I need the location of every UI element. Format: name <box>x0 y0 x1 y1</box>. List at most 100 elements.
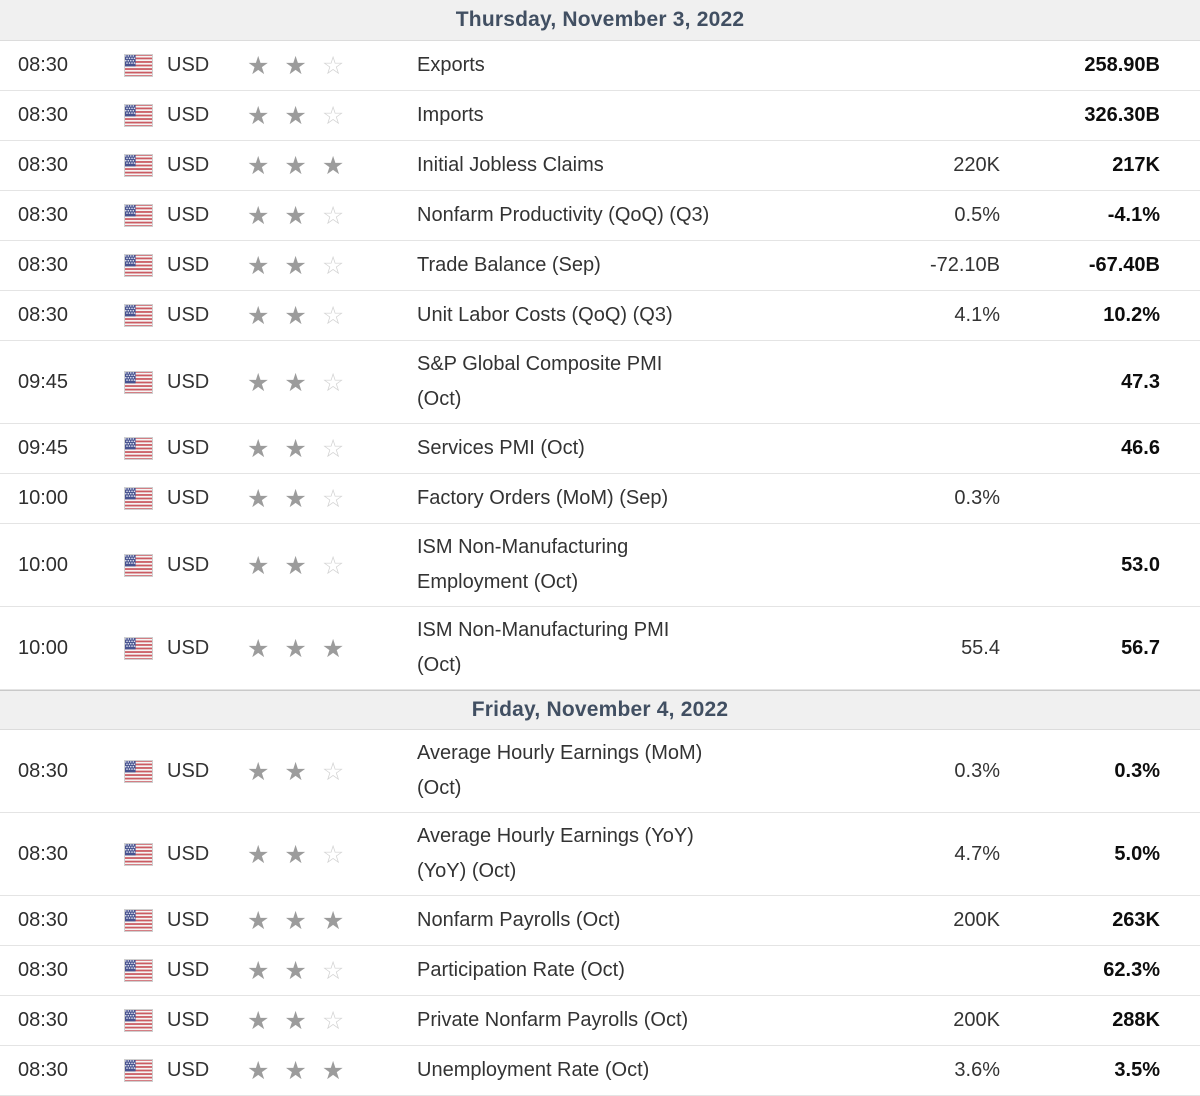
currency-cell: USD <box>124 1009 247 1032</box>
event-name[interactable]: Unit Labor Costs (QoQ) (Q3) <box>417 298 835 333</box>
event-row[interactable]: 08:30 <box>0 896 1200 946</box>
event-row[interactable]: 08:30 <box>0 1046 1200 1096</box>
event-row[interactable]: 08:30 <box>0 91 1200 141</box>
currency-label: USD <box>167 959 210 981</box>
event-name[interactable]: Average Hourly Earnings (YoY) (YoY) (Oct) <box>417 819 835 889</box>
star-filled-icon: ★ <box>284 301 307 330</box>
event-name[interactable]: Initial Jobless Claims <box>417 148 835 183</box>
star-filled-icon: ★ <box>247 633 270 663</box>
event-name[interactable]: Nonfarm Payrolls (Oct) <box>417 903 835 938</box>
event-name-line: S&P Global Composite PMI <box>417 353 663 375</box>
event-name[interactable]: Services PMI (Oct) <box>417 431 835 466</box>
star-filled-icon: ★ <box>284 151 307 180</box>
forecast-value: 3.6% <box>954 1059 1000 1081</box>
star-filled-icon: ★ <box>247 51 270 80</box>
event-time: 08:30 <box>18 304 69 326</box>
previous-value: 263K <box>1112 909 1160 931</box>
event-name[interactable]: S&P Global Composite PMI (Oct) <box>417 347 835 417</box>
previous-value: 288K <box>1112 1009 1160 1031</box>
forecast-value: 200K <box>953 1009 1000 1031</box>
importance-stars: ★ ★ ☆ <box>247 1008 417 1033</box>
event-name-line: Initial Jobless Claims <box>417 154 604 176</box>
importance-stars: ★ ★ ☆ <box>247 553 417 578</box>
importance-stars: ★ ★ ☆ <box>247 436 417 461</box>
event-row[interactable]: 08:30 <box>0 946 1200 996</box>
event-name[interactable]: Nonfarm Productivity (QoQ) (Q3) <box>417 198 835 233</box>
event-row[interactable]: 08:30 <box>0 730 1200 813</box>
event-name-line: Exports <box>417 54 485 76</box>
importance-stars: ★ ★ ★ <box>247 908 417 933</box>
importance-stars: ★ ★ ★ <box>247 636 417 661</box>
currency-cell: USD <box>124 304 247 327</box>
event-name-line: ISM Non-Manufacturing <box>417 536 629 558</box>
day-rows: 08:30 <box>0 730 1200 1096</box>
event-row[interactable]: 08:30 <box>0 141 1200 191</box>
previous-value: 0.3% <box>1114 759 1160 782</box>
currency-cell: USD <box>124 759 247 783</box>
us-flag-icon <box>124 1059 153 1082</box>
event-name[interactable]: Average Hourly Earnings (MoM) (Oct) <box>417 736 835 806</box>
star-filled-icon: ★ <box>247 550 270 580</box>
event-time: 08:30 <box>18 1009 69 1031</box>
event-time: 08:30 <box>18 759 69 782</box>
event-name-line: Employment (Oct) <box>417 571 579 593</box>
event-row[interactable]: 08:30 <box>0 291 1200 341</box>
event-name[interactable]: Imports <box>417 98 835 133</box>
importance-stars: ★ ★ ☆ <box>247 370 417 395</box>
event-name[interactable]: Unemployment Rate (Oct) <box>417 1053 835 1088</box>
forecast-value: 220K <box>953 154 1000 176</box>
star-filled-icon: ★ <box>284 906 307 935</box>
event-row[interactable]: 08:30 <box>0 241 1200 291</box>
event-name[interactable]: ISM Non-Manufacturing PMI (Oct) <box>417 613 835 683</box>
event-row[interactable]: 08:30 <box>0 996 1200 1046</box>
star-filled-icon: ★ <box>321 633 345 663</box>
us-flag-icon <box>124 104 153 127</box>
event-row[interactable]: 08:30 <box>0 191 1200 241</box>
us-flag-icon <box>124 1009 153 1032</box>
currency-label: USD <box>167 370 210 393</box>
star-filled-icon: ★ <box>284 956 307 985</box>
event-time: 09:45 <box>18 437 69 459</box>
us-flag-icon <box>124 759 153 783</box>
event-name-line: Nonfarm Productivity (QoQ) (Q3) <box>417 204 710 226</box>
importance-stars: ★ ★ ☆ <box>247 842 417 867</box>
star-empty-icon: ☆ <box>321 367 345 397</box>
event-row[interactable]: 08:30 <box>0 41 1200 91</box>
event-name-line: Unit Labor Costs (QoQ) (Q3) <box>417 304 673 326</box>
star-filled-icon: ★ <box>247 756 270 786</box>
importance-stars: ★ ★ ☆ <box>247 958 417 983</box>
event-row[interactable]: 08:30 <box>0 813 1200 896</box>
event-name-line: Nonfarm Payrolls (Oct) <box>417 909 621 931</box>
event-row[interactable]: 09:45 <box>0 424 1200 474</box>
event-name[interactable]: Exports <box>417 48 835 83</box>
event-time: 10:00 <box>18 553 69 576</box>
currency-label: USD <box>167 553 210 576</box>
event-name[interactable]: ISM Non-Manufacturing Employment (Oct) <box>417 530 835 600</box>
currency-label: USD <box>167 909 210 931</box>
event-name-line: (Oct) <box>417 777 462 799</box>
previous-value: 217K <box>1112 154 1160 176</box>
star-filled-icon: ★ <box>247 201 270 230</box>
event-time: 08:30 <box>18 54 69 76</box>
event-time: 08:30 <box>18 204 69 226</box>
previous-value: 53.0 <box>1121 553 1160 576</box>
event-row[interactable]: 10:00 <box>0 474 1200 524</box>
currency-cell: USD <box>124 636 247 660</box>
currency-label: USD <box>167 154 210 176</box>
star-filled-icon: ★ <box>321 906 345 935</box>
importance-stars: ★ ★ ☆ <box>247 486 417 511</box>
event-name[interactable]: Private Nonfarm Payrolls (Oct) <box>417 1003 835 1038</box>
forecast-value: -72.10B <box>929 254 1000 276</box>
event-name-line: Average Hourly Earnings (MoM) <box>417 742 703 764</box>
currency-cell: USD <box>124 54 247 77</box>
star-filled-icon: ★ <box>321 151 345 180</box>
event-row[interactable]: 09:45 <box>0 341 1200 424</box>
event-name[interactable]: Factory Orders (MoM) (Sep) <box>417 481 835 516</box>
event-name[interactable]: Trade Balance (Sep) <box>417 248 835 283</box>
event-row[interactable]: 10:00 <box>0 524 1200 607</box>
star-empty-icon: ☆ <box>321 101 345 130</box>
event-row[interactable]: 10:00 <box>0 607 1200 690</box>
date-label: Thursday, November 3, 2022 <box>455 8 745 31</box>
calendar-day-section: Thursday, November 3, 2022 08:30 <box>0 0 1200 690</box>
event-name[interactable]: Participation Rate (Oct) <box>417 953 835 988</box>
